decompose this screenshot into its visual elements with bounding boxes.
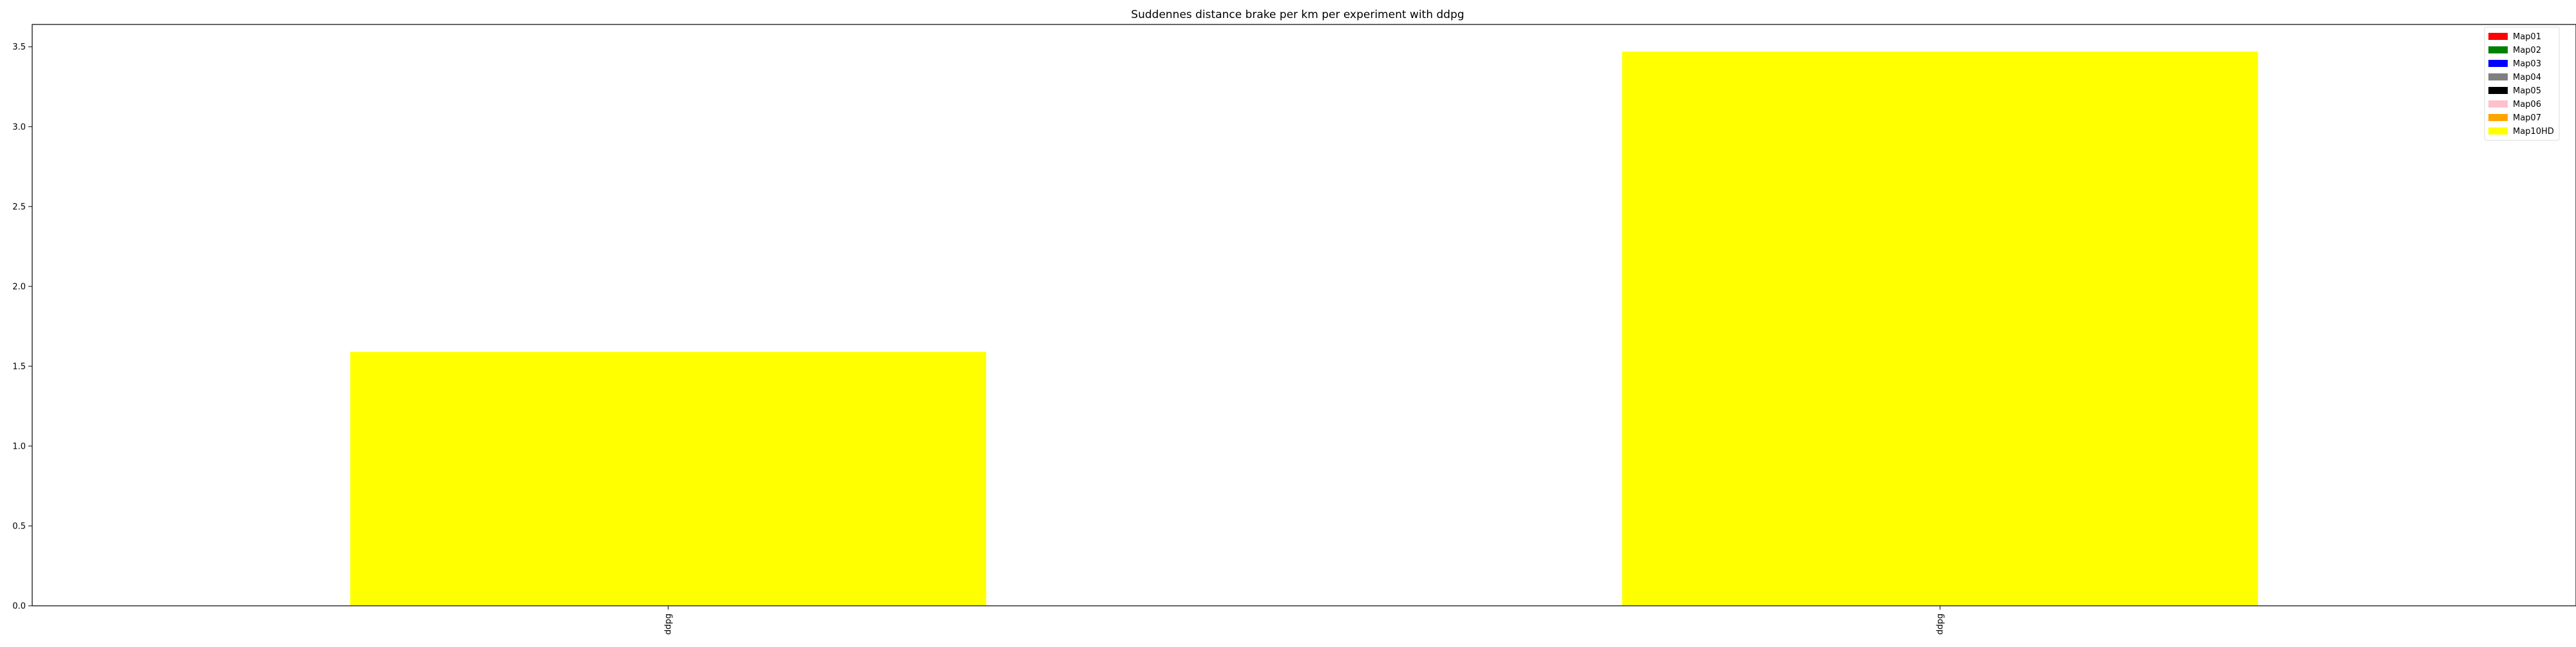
y-tick-label: 0.0: [12, 602, 26, 612]
y-tick-label: 2.5: [12, 202, 26, 212]
legend-label-map04: Map04: [2513, 73, 2541, 82]
x-axis: ddpg ddpg: [664, 606, 1946, 635]
legend-swatch-map01: [2488, 33, 2508, 40]
legend-swatch-map04: [2488, 73, 2508, 80]
legend-swatch-map03: [2488, 60, 2508, 67]
legend-swatch-map05: [2488, 87, 2508, 94]
y-tick-label: 2.0: [12, 282, 26, 292]
legend-label-map07: Map07: [2513, 113, 2541, 123]
x-tick-label: ddpg: [1936, 614, 1946, 635]
y-tick-label: 3.0: [12, 122, 26, 132]
bar-map10hd-1: [350, 352, 987, 606]
x-tick-label: ddpg: [664, 614, 674, 635]
legend-label-map05: Map05: [2513, 86, 2541, 96]
legend-swatch-map06: [2488, 100, 2508, 108]
legend-label-map10hd: Map10HD: [2513, 127, 2554, 136]
legend-swatch-map07: [2488, 114, 2508, 121]
y-axis: 0.0 0.5 1.0 1.5 2.0 2.5 3.0 3.5: [12, 42, 32, 612]
plot-frame: [32, 24, 2576, 606]
y-tick-label: 3.5: [12, 42, 26, 52]
legend-label-map06: Map06: [2513, 100, 2541, 109]
y-tick-label: 1.0: [12, 442, 26, 451]
bars-layer: [350, 52, 2259, 606]
y-tick-label: 1.5: [12, 362, 26, 371]
legend-label-map01: Map01: [2513, 32, 2541, 42]
legend-box: [2484, 26, 2560, 141]
y-tick-label: 0.5: [12, 521, 26, 531]
chart-title: Suddennes distance brake per km per expe…: [1131, 8, 1464, 21]
bar-map10hd-2: [1622, 52, 2259, 606]
legend-label-map02: Map02: [2513, 46, 2541, 55]
legend-swatch-map10hd: [2488, 127, 2508, 135]
legend: Map01 Map02 Map03 Map04 Map05 Map06 Map07 Map10…: [2484, 26, 2560, 141]
legend-label-map03: Map03: [2513, 59, 2541, 69]
legend-swatch-map02: [2488, 46, 2508, 53]
